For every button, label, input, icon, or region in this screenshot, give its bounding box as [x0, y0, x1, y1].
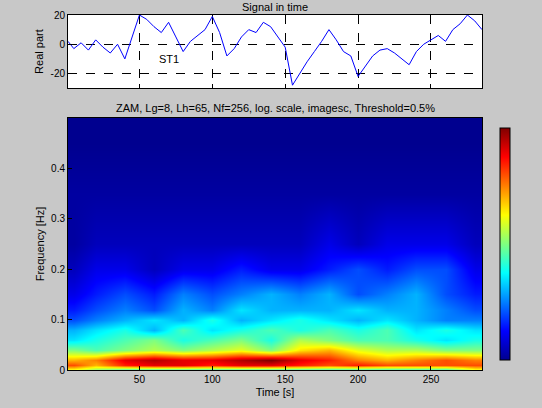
svg-text:50: 50	[134, 374, 146, 385]
svg-text:Real part: Real part	[33, 29, 45, 74]
svg-text:0.3: 0.3	[51, 213, 65, 224]
svg-text:200: 200	[350, 374, 367, 385]
svg-text:20: 20	[54, 10, 66, 21]
svg-text:ZAM, Lg=8, Lh=65, Nf=256, log.: ZAM, Lg=8, Lh=65, Nf=256, log. scale, im…	[116, 102, 435, 114]
svg-text:-20: -20	[51, 68, 66, 79]
svg-text:0.1: 0.1	[51, 314, 65, 325]
svg-text:0.4: 0.4	[51, 163, 65, 174]
svg-text:Time [s]: Time [s]	[256, 386, 295, 398]
svg-text:Frequency [Hz]: Frequency [Hz]	[34, 207, 46, 282]
svg-text:150: 150	[277, 374, 294, 385]
svg-text:100: 100	[204, 374, 221, 385]
svg-text:0: 0	[59, 365, 65, 376]
svg-text:Signal in time: Signal in time	[242, 1, 308, 13]
svg-text:0.2: 0.2	[51, 264, 65, 275]
svg-text:0: 0	[59, 39, 65, 50]
svg-text:ST1: ST1	[159, 53, 179, 65]
svg-text:250: 250	[423, 374, 440, 385]
